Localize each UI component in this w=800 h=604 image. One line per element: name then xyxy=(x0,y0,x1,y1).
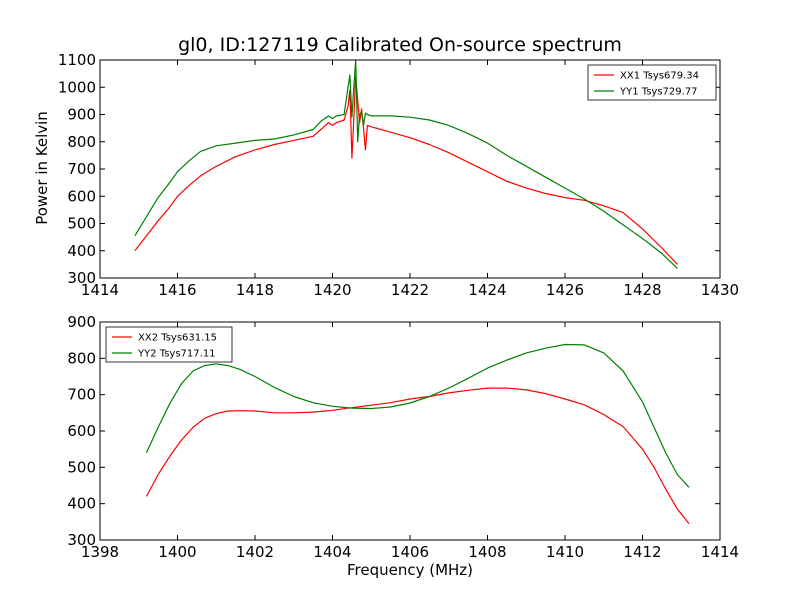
x-tick-label: 1402 xyxy=(236,543,274,561)
y-tick-label: 600 xyxy=(67,422,96,440)
y-tick-label: 600 xyxy=(67,187,96,205)
y-tick-label: 400 xyxy=(67,242,96,260)
x-tick-label: 1400 xyxy=(158,543,196,561)
y-axis-label: Power in Kelvin xyxy=(33,111,51,225)
y-tick-label: 300 xyxy=(67,531,96,549)
legend-label: XX2 Tsys631.15 xyxy=(138,333,217,344)
legend: XX2 Tsys631.15 YY2 Tsys717.11 xyxy=(105,326,233,363)
legend-label: YY1 Tsys729.77 xyxy=(619,87,698,98)
x-tick-label: 1430 xyxy=(701,281,739,299)
x-tick-label: 1416 xyxy=(158,281,196,299)
x-tick-label: 1422 xyxy=(391,281,429,299)
y-tick-label: 800 xyxy=(67,349,96,367)
x-tick-label: 1414 xyxy=(701,543,739,561)
legend-box xyxy=(587,64,717,101)
y-tick-label: 800 xyxy=(67,133,96,151)
plot-panel-2: 1398 1400 1402 1404 1406 1408 1410 1412 1414 300 4… xyxy=(67,313,739,561)
series-line-1-1 xyxy=(134,75,678,265)
x-tick-label: 1414 xyxy=(81,281,119,299)
x-tick-label: 1410 xyxy=(546,543,584,561)
series-line-2-1 xyxy=(145,387,690,524)
x-tick-label: 1408 xyxy=(468,543,506,561)
y-tick-label: 1000 xyxy=(58,78,96,96)
x-tick-label: 1426 xyxy=(546,281,584,299)
y-tick-label: 700 xyxy=(67,386,96,404)
y-tick-label: 900 xyxy=(67,313,96,331)
y-tick-label: 500 xyxy=(67,458,96,476)
x-tick-label: 1406 xyxy=(391,543,429,561)
x-tick-label: 1418 xyxy=(236,281,274,299)
x-tick-label: 1428 xyxy=(623,281,661,299)
chart-title: gl0, ID:127119 Calibrated On-source spec… xyxy=(178,34,622,56)
x-tick-label: 1404 xyxy=(313,543,351,561)
x-tick-label: 1420 xyxy=(313,281,351,299)
y-tick-label: 400 xyxy=(67,495,96,513)
series-line-1-2 xyxy=(134,59,678,269)
plot-panel-1: 1414 1416 1418 1420 1422 1424 1426 1428 1430 300 4… xyxy=(58,51,739,299)
y-tick-label: 700 xyxy=(67,160,96,178)
x-tick-label: 1412 xyxy=(623,543,661,561)
x-axis-label: Frequency (MHz) xyxy=(346,561,474,579)
legend: XX1 Tsys679.34 YY1 Tsys729.77 xyxy=(587,64,717,101)
legend-label: XX1 Tsys679.34 xyxy=(620,71,699,82)
legend-box xyxy=(105,326,233,363)
x-tick-label: 1424 xyxy=(468,281,506,299)
y-tick-label: 900 xyxy=(67,106,96,124)
y-tick-label: 500 xyxy=(67,215,96,233)
series-line-2-2 xyxy=(145,343,690,488)
x-tick-label: 1398 xyxy=(81,543,119,561)
y-tick-label: 300 xyxy=(67,269,96,287)
legend-label: YY2 Tsys717.11 xyxy=(137,349,216,360)
y-tick-label: 1100 xyxy=(58,51,96,69)
